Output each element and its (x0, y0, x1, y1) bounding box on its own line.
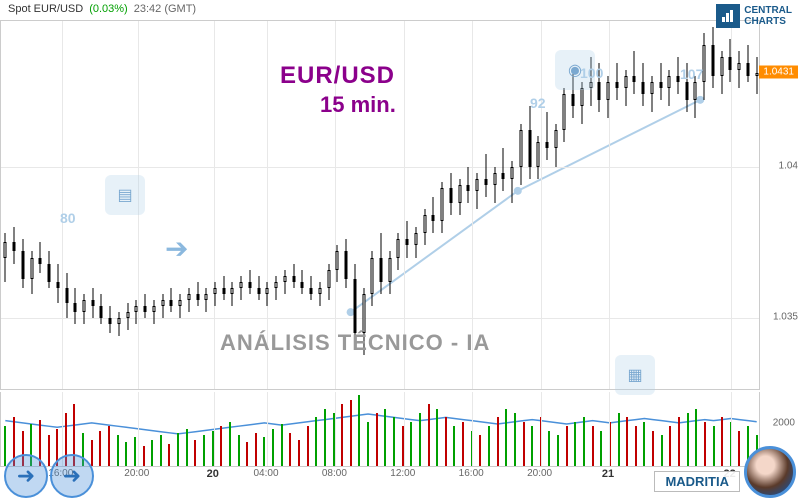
pct-change: (0.03%) (89, 3, 128, 15)
logo-text: CENTRAL CHARTS (744, 5, 792, 27)
x-axis: 16:0020:002004:0008:0012:0016:0020:00212… (0, 468, 760, 488)
volume-bar (229, 422, 231, 466)
volume-bar (307, 426, 309, 466)
volume-bar (704, 422, 706, 466)
volume-bar (125, 442, 127, 466)
volume-bar (583, 417, 585, 466)
volume-bar (531, 426, 533, 466)
volume-bar (661, 435, 663, 466)
logo-line1: CENTRAL (744, 5, 792, 16)
chart-header: Spot EUR/USD (0.03%) 23:42 (GMT) (0, 0, 800, 18)
volume-bar (108, 426, 110, 466)
x-tick-label: 20 (207, 468, 219, 480)
volume-bar (117, 435, 119, 466)
volume-bar (143, 446, 145, 466)
volume-bar (652, 431, 654, 466)
volume-bar (358, 395, 360, 466)
volume-bar (333, 413, 335, 466)
volume-bar (203, 435, 205, 466)
volume-bar (419, 413, 421, 466)
volume-bar (523, 422, 525, 466)
volume-bar (436, 409, 438, 466)
volume-bar (592, 426, 594, 466)
volume-bar (600, 431, 602, 466)
volume-bar (643, 422, 645, 466)
volume-bar (315, 417, 317, 466)
current-price-tag: 1.0431 (759, 65, 798, 78)
volume-bar (428, 404, 430, 466)
x-tick-label: 21 (602, 468, 614, 480)
volume-bar (410, 422, 412, 466)
volume-bar (376, 413, 378, 466)
volume-bar (341, 404, 343, 466)
volume-bar (160, 435, 162, 466)
volume-bar (99, 431, 101, 466)
volume-bar (238, 435, 240, 466)
volume-bar (281, 424, 283, 466)
volume-bar (393, 417, 395, 466)
logo-line2: CHARTS (744, 16, 792, 27)
volume-bar (134, 437, 136, 466)
volume-bar (687, 413, 689, 466)
volume-bar (445, 417, 447, 466)
price-chart[interactable] (0, 20, 760, 390)
x-tick-label: 12:00 (390, 468, 415, 479)
timestamp: 23:42 (GMT) (134, 3, 196, 15)
volume-bar (574, 422, 576, 466)
volume-bar (626, 417, 628, 466)
volume-bar (695, 409, 697, 466)
pair-name: Spot EUR/USD (8, 3, 83, 15)
volume-bar (289, 433, 291, 466)
volume-bar (350, 400, 352, 466)
volume-bar (566, 426, 568, 466)
x-tick-label: 20:00 (124, 468, 149, 479)
x-tick-label: 16:00 (459, 468, 484, 479)
logo-icon (716, 4, 740, 28)
volume-bar (497, 417, 499, 466)
volume-bar (263, 437, 265, 466)
x-tick-label: 08:00 (322, 468, 347, 479)
volume-bar (194, 440, 196, 466)
volume-bar (298, 440, 300, 466)
nav-prev-button[interactable]: ➜ (4, 454, 48, 498)
volume-bar (635, 426, 637, 466)
volume-bar (177, 433, 179, 466)
y-tick-label: 1.035 (773, 312, 798, 323)
brand-badge: MADRITIA (654, 471, 740, 492)
volume-bar (384, 409, 386, 466)
volume-bar (168, 444, 170, 466)
volume-bar (678, 417, 680, 466)
volume-bar (713, 426, 715, 466)
volume-bar (220, 426, 222, 466)
volume-bar (272, 429, 274, 467)
nav-arrows: ➜ ➜ (4, 454, 94, 498)
volume-bar (618, 413, 620, 466)
central-charts-logo: CENTRAL CHARTS (716, 4, 792, 28)
x-tick-label: 04:00 (253, 468, 278, 479)
volume-bar (246, 442, 248, 466)
y-tick-label: 1.04 (779, 160, 798, 171)
volume-bar (186, 429, 188, 467)
volume-bar (479, 435, 481, 466)
volume-bar (505, 409, 507, 466)
volume-bar (738, 431, 740, 466)
nav-next-button[interactable]: ➜ (50, 454, 94, 498)
volume-bar (514, 413, 516, 466)
x-tick-label: 20:00 (527, 468, 552, 479)
volume-bar (721, 417, 723, 466)
volume-chart[interactable]: 2000 (0, 392, 760, 467)
volume-bar (453, 426, 455, 466)
volume-bar (151, 440, 153, 466)
volume-bar (367, 422, 369, 466)
volume-bar (557, 435, 559, 466)
volume-bar (462, 422, 464, 466)
price-y-axis: 1.035 1.04 1.0431 (760, 20, 800, 390)
volume-bar (324, 409, 326, 466)
volume-bar (669, 426, 671, 466)
vol-y-label: 2000 (773, 417, 795, 428)
volume-bar (548, 431, 550, 466)
volume-bar (488, 426, 490, 466)
avatar[interactable] (744, 446, 796, 498)
volume-bar (255, 433, 257, 466)
